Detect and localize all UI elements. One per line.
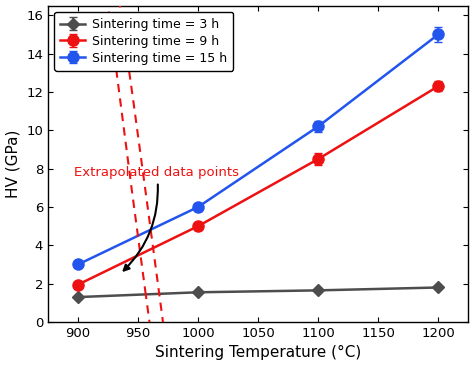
Y-axis label: HV (GPa): HV (GPa) bbox=[6, 130, 20, 198]
X-axis label: Sintering Temperature (°C): Sintering Temperature (°C) bbox=[155, 346, 361, 361]
Text: Extrapolated data points: Extrapolated data points bbox=[74, 166, 239, 270]
Legend: Sintering time = 3 h, Sintering time = 9 h, Sintering time = 15 h: Sintering time = 3 h, Sintering time = 9… bbox=[54, 12, 233, 71]
